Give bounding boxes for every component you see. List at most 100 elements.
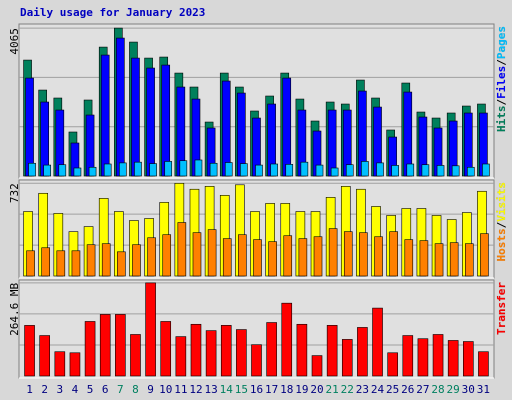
bar xyxy=(404,239,414,277)
bar xyxy=(134,161,142,177)
bar xyxy=(160,321,172,377)
x-tick-label: 1 xyxy=(26,383,33,396)
legend-separator: / xyxy=(495,59,508,66)
bar xyxy=(132,244,141,277)
bar xyxy=(387,352,398,377)
bar xyxy=(361,161,369,177)
bar xyxy=(285,164,294,177)
bar xyxy=(436,165,445,177)
bar xyxy=(119,162,127,177)
bar xyxy=(372,307,383,377)
x-tick-label: 11 xyxy=(174,383,187,396)
legend-entry: Pages xyxy=(495,26,508,59)
x-tick-label: 10 xyxy=(159,383,172,396)
legend-separator: / xyxy=(495,99,508,106)
bar xyxy=(327,109,337,177)
bar xyxy=(26,250,35,277)
bar xyxy=(117,251,126,277)
bar xyxy=(313,236,323,277)
x-tick-label: 5 xyxy=(87,383,94,396)
legend: Hosts/Visits xyxy=(495,182,508,262)
bar xyxy=(421,164,430,177)
bar xyxy=(478,351,489,377)
bar xyxy=(28,162,36,177)
bar xyxy=(268,241,277,277)
x-tick-label: 6 xyxy=(102,383,109,396)
bar xyxy=(330,167,339,177)
y-tick-label: 264.6 MB xyxy=(8,283,21,336)
legend-entry: Visits xyxy=(495,182,508,222)
bar xyxy=(149,163,157,177)
bar xyxy=(463,341,474,377)
bar xyxy=(131,57,140,177)
legend-separator: / xyxy=(495,221,508,228)
bar xyxy=(84,321,96,377)
bar xyxy=(266,322,277,377)
bar xyxy=(205,330,217,377)
bar xyxy=(209,162,218,177)
bar xyxy=(240,163,248,177)
bar xyxy=(403,91,413,177)
x-tick-label: 28 xyxy=(431,383,444,396)
bar xyxy=(255,164,263,177)
x-tick-label: 16 xyxy=(250,383,263,396)
bar xyxy=(343,231,353,277)
bar xyxy=(376,162,384,177)
bar xyxy=(326,325,338,377)
bar xyxy=(391,165,399,177)
x-tick-label: 15 xyxy=(235,383,248,396)
bar xyxy=(99,314,111,377)
x-tick-label: 29 xyxy=(447,383,460,396)
bar xyxy=(25,77,34,177)
x-tick-label: 8 xyxy=(132,383,139,396)
bar xyxy=(464,112,473,177)
bar xyxy=(162,234,172,277)
legend-entry: Hosts xyxy=(495,228,508,261)
y-tick-label: 4065 xyxy=(8,28,21,55)
bar xyxy=(282,77,292,177)
x-tick-label: 7 xyxy=(117,383,124,396)
bar xyxy=(56,250,66,277)
bar xyxy=(298,238,308,277)
bar xyxy=(43,164,51,177)
bar xyxy=(101,243,111,277)
bar xyxy=(220,325,232,377)
bar xyxy=(447,340,459,377)
legend-entry: Files xyxy=(495,66,508,99)
bar xyxy=(194,159,203,177)
bar xyxy=(281,302,293,377)
bar xyxy=(192,232,202,277)
bar xyxy=(389,231,398,277)
bar xyxy=(253,239,262,277)
legend-entry: Hits xyxy=(495,106,508,133)
x-tick-label: 3 xyxy=(57,383,64,396)
bar xyxy=(71,250,81,277)
bar xyxy=(161,64,171,177)
bar xyxy=(417,338,429,377)
bar xyxy=(207,229,217,277)
x-tick-label: 26 xyxy=(401,383,414,396)
x-tick-label: 20 xyxy=(310,383,323,396)
x-tick-label: 4 xyxy=(72,383,79,396)
bar xyxy=(236,329,247,377)
bar xyxy=(402,335,414,377)
bar xyxy=(41,247,50,277)
legend: Hits/Files/Pages xyxy=(495,26,508,132)
x-tick-label: 13 xyxy=(204,383,217,396)
x-tick-label: 17 xyxy=(265,383,278,396)
bar xyxy=(482,163,490,177)
bar xyxy=(177,222,187,277)
bar xyxy=(73,167,82,177)
bar xyxy=(283,235,293,277)
bar xyxy=(190,323,202,377)
bar xyxy=(432,334,444,377)
bar xyxy=(221,80,231,177)
bar xyxy=(85,114,95,177)
bar xyxy=(58,164,67,177)
bar xyxy=(39,335,50,377)
x-tick-label: 30 xyxy=(462,383,475,396)
bar xyxy=(54,351,66,377)
x-tick-label: 21 xyxy=(326,383,339,396)
